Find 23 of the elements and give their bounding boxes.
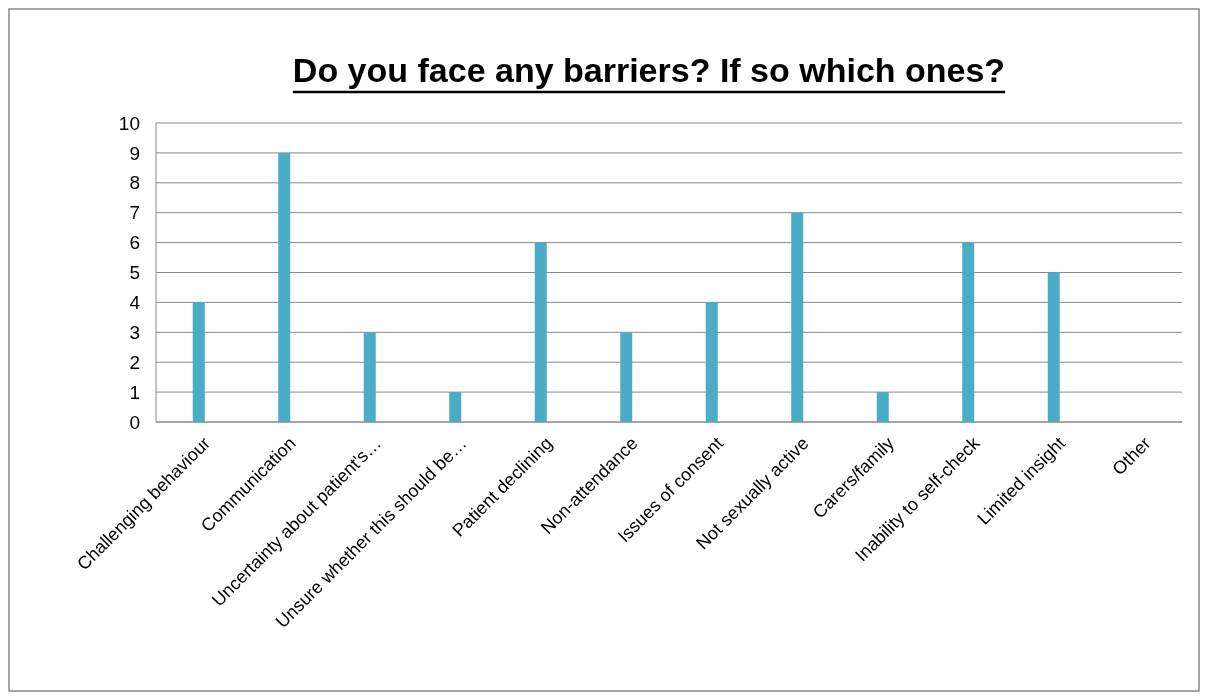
bar <box>705 302 718 422</box>
bar <box>192 302 205 422</box>
y-tick-label: 3 <box>129 321 140 343</box>
y-tick-label: 8 <box>129 172 140 194</box>
y-tick-label: 0 <box>129 411 140 433</box>
y-tick-label: 4 <box>129 292 141 314</box>
y-tick-label: 1 <box>129 381 140 403</box>
bar <box>363 332 376 422</box>
y-tick-label: 5 <box>129 262 140 284</box>
bar <box>278 152 291 422</box>
y-tick-label: 2 <box>129 351 140 373</box>
bar <box>534 242 547 422</box>
bar <box>449 392 462 422</box>
y-tick-label: 10 <box>118 112 140 134</box>
chart-title: Do you face any barriers? If so which ones? <box>292 51 1006 89</box>
y-tick-label: 9 <box>129 142 140 164</box>
y-tick-label: 7 <box>129 202 140 224</box>
bar <box>620 332 633 422</box>
bar <box>876 392 889 422</box>
bar <box>791 212 804 422</box>
bar <box>962 242 975 422</box>
bar <box>1047 272 1060 422</box>
y-tick-label: 6 <box>129 232 140 254</box>
